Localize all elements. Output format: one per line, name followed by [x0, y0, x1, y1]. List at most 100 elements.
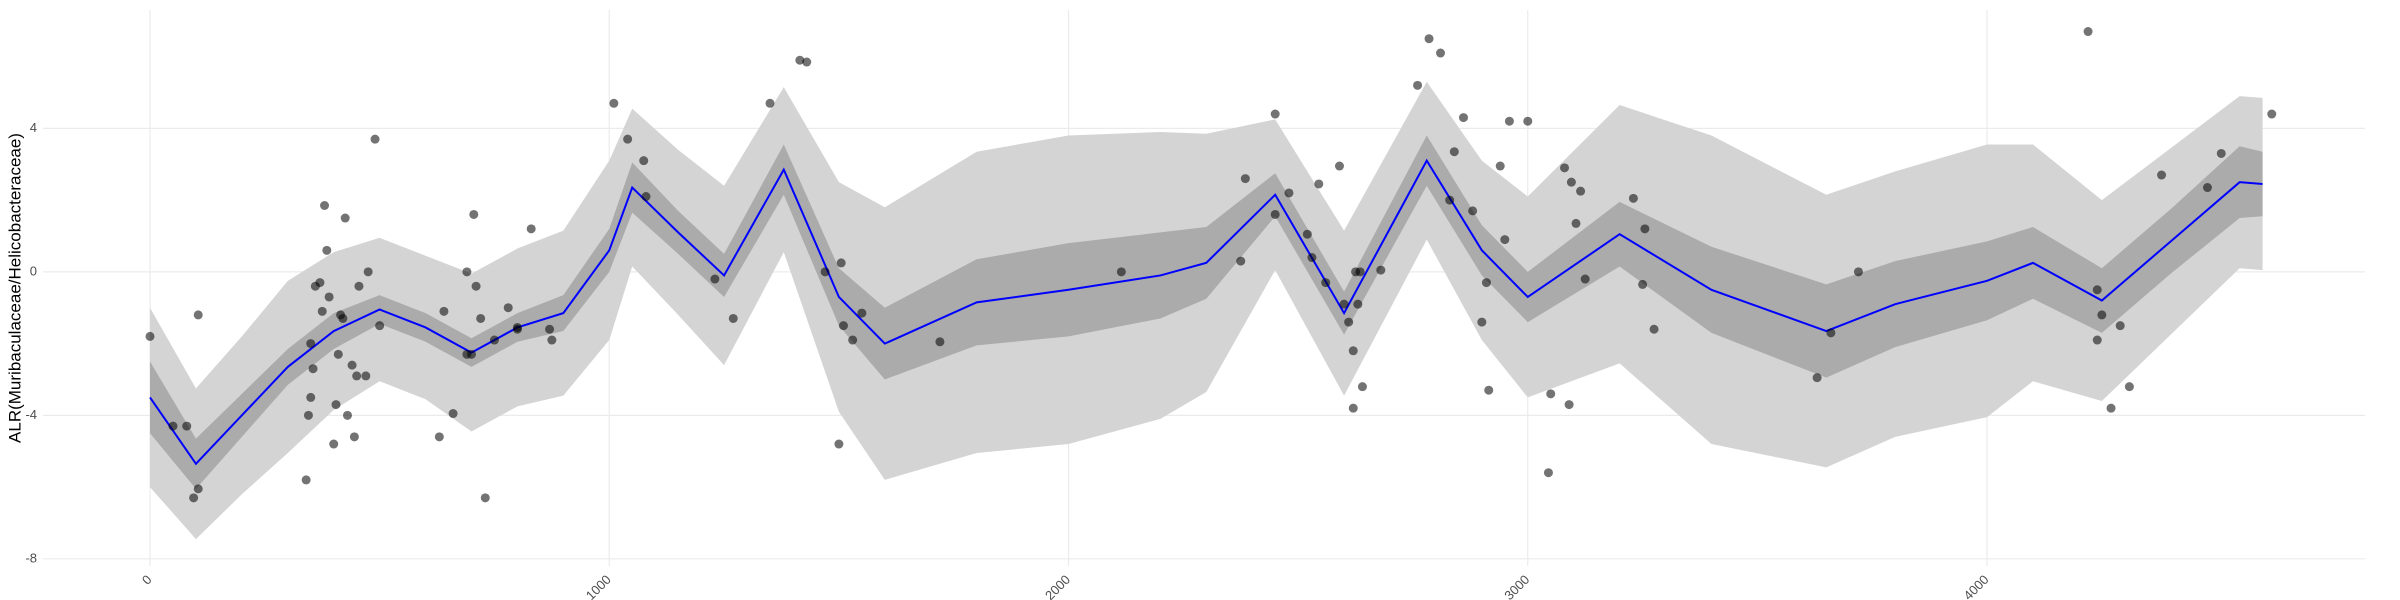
data-point: [1576, 186, 1586, 196]
data-point: [306, 339, 316, 349]
data-point: [503, 303, 513, 313]
data-point: [1458, 113, 1468, 123]
data-point: [370, 134, 380, 144]
data-point: [641, 192, 651, 202]
data-point: [1546, 389, 1556, 399]
x-tick-label: 4000: [1961, 572, 1992, 600]
data-point: [489, 335, 499, 345]
data-point: [1495, 161, 1505, 171]
data-point: [1436, 48, 1446, 58]
data-point: [834, 439, 844, 449]
data-point: [820, 267, 830, 277]
data-point: [352, 371, 362, 381]
data-point: [512, 324, 522, 334]
data-point: [2124, 382, 2134, 392]
data-point: [1504, 116, 1514, 126]
data-point: [710, 274, 720, 284]
data-point: [2092, 285, 2102, 295]
data-point: [303, 410, 313, 420]
data-point: [308, 364, 318, 374]
data-point: [1566, 177, 1576, 187]
data-point: [462, 267, 472, 277]
data-point: [1321, 278, 1331, 288]
data-point: [324, 292, 334, 302]
data-point: [354, 281, 364, 291]
x-tick-label: 1000: [583, 572, 614, 600]
data-point: [315, 278, 325, 288]
data-point: [1523, 116, 1533, 126]
data-point: [609, 98, 619, 108]
data-point: [1270, 109, 1280, 119]
data-point: [338, 313, 348, 323]
data-point: [317, 306, 327, 316]
data-point: [331, 400, 341, 410]
data-point: [193, 310, 203, 320]
data-point: [765, 98, 775, 108]
data-point: [1560, 163, 1570, 173]
data-point: [340, 213, 350, 223]
data-point: [2092, 335, 2102, 345]
data-point: [2157, 170, 2167, 180]
data-point: [1649, 324, 1659, 334]
data-point: [623, 134, 633, 144]
data-point: [838, 321, 848, 331]
y-tick-label: -8: [25, 550, 37, 565]
data-point: [1500, 235, 1510, 245]
data-point: [1826, 328, 1836, 338]
data-point: [639, 156, 649, 166]
data-point: [1853, 267, 1863, 277]
data-point: [1284, 188, 1294, 198]
data-point: [1314, 179, 1324, 189]
data-point: [2202, 183, 2212, 193]
smooth-line: [149, 158, 2263, 466]
data-point: [857, 308, 867, 318]
data-point: [322, 245, 332, 255]
data-point: [2216, 148, 2226, 158]
data-point: [2267, 109, 2277, 119]
data-point: [526, 224, 536, 234]
confidence-band: [150, 81, 2263, 540]
data-point: [1236, 256, 1246, 266]
y-axis-title: ALR(Muribaculaceae/Helicobacteraceae): [5, 133, 24, 443]
data-point: [1348, 403, 1358, 413]
data-point: [1571, 218, 1581, 228]
data-point: [1445, 195, 1455, 205]
data-point: [193, 484, 203, 494]
data-point: [1484, 385, 1494, 395]
data-point: [1334, 161, 1344, 171]
data-point: [349, 432, 359, 442]
data-point: [1339, 299, 1349, 309]
data-point: [1640, 224, 1650, 234]
data-point: [1449, 147, 1459, 157]
data-point: [329, 439, 339, 449]
data-point: [145, 331, 155, 341]
data-point: [347, 360, 357, 370]
data-point: [1638, 279, 1648, 289]
data-point: [1580, 274, 1590, 284]
data-point: [1481, 278, 1491, 288]
y-tick-label: -4: [25, 407, 37, 422]
data-point: [2083, 27, 2093, 37]
data-point: [375, 321, 385, 331]
data-point: [361, 371, 371, 381]
y-tick-label: 0: [30, 263, 37, 278]
data-point: [2106, 403, 2116, 413]
data-point: [434, 432, 444, 442]
data-point: [469, 209, 479, 219]
data-point: [1348, 346, 1358, 356]
x-tick-label: 0: [139, 572, 155, 588]
x-tick-label: 2000: [1042, 572, 1073, 600]
data-point: [342, 410, 352, 420]
data-point: [480, 493, 490, 503]
data-point: [1355, 267, 1365, 277]
x-tick-label: 3000: [1501, 572, 1532, 600]
data-point: [168, 421, 178, 431]
data-point: [1543, 468, 1553, 478]
confidence-band: [150, 135, 2263, 489]
data-point: [1307, 253, 1317, 263]
data-point: [182, 421, 192, 431]
data-point: [189, 493, 199, 503]
y-tick-label: 4: [30, 120, 37, 135]
data-point: [1477, 317, 1487, 327]
